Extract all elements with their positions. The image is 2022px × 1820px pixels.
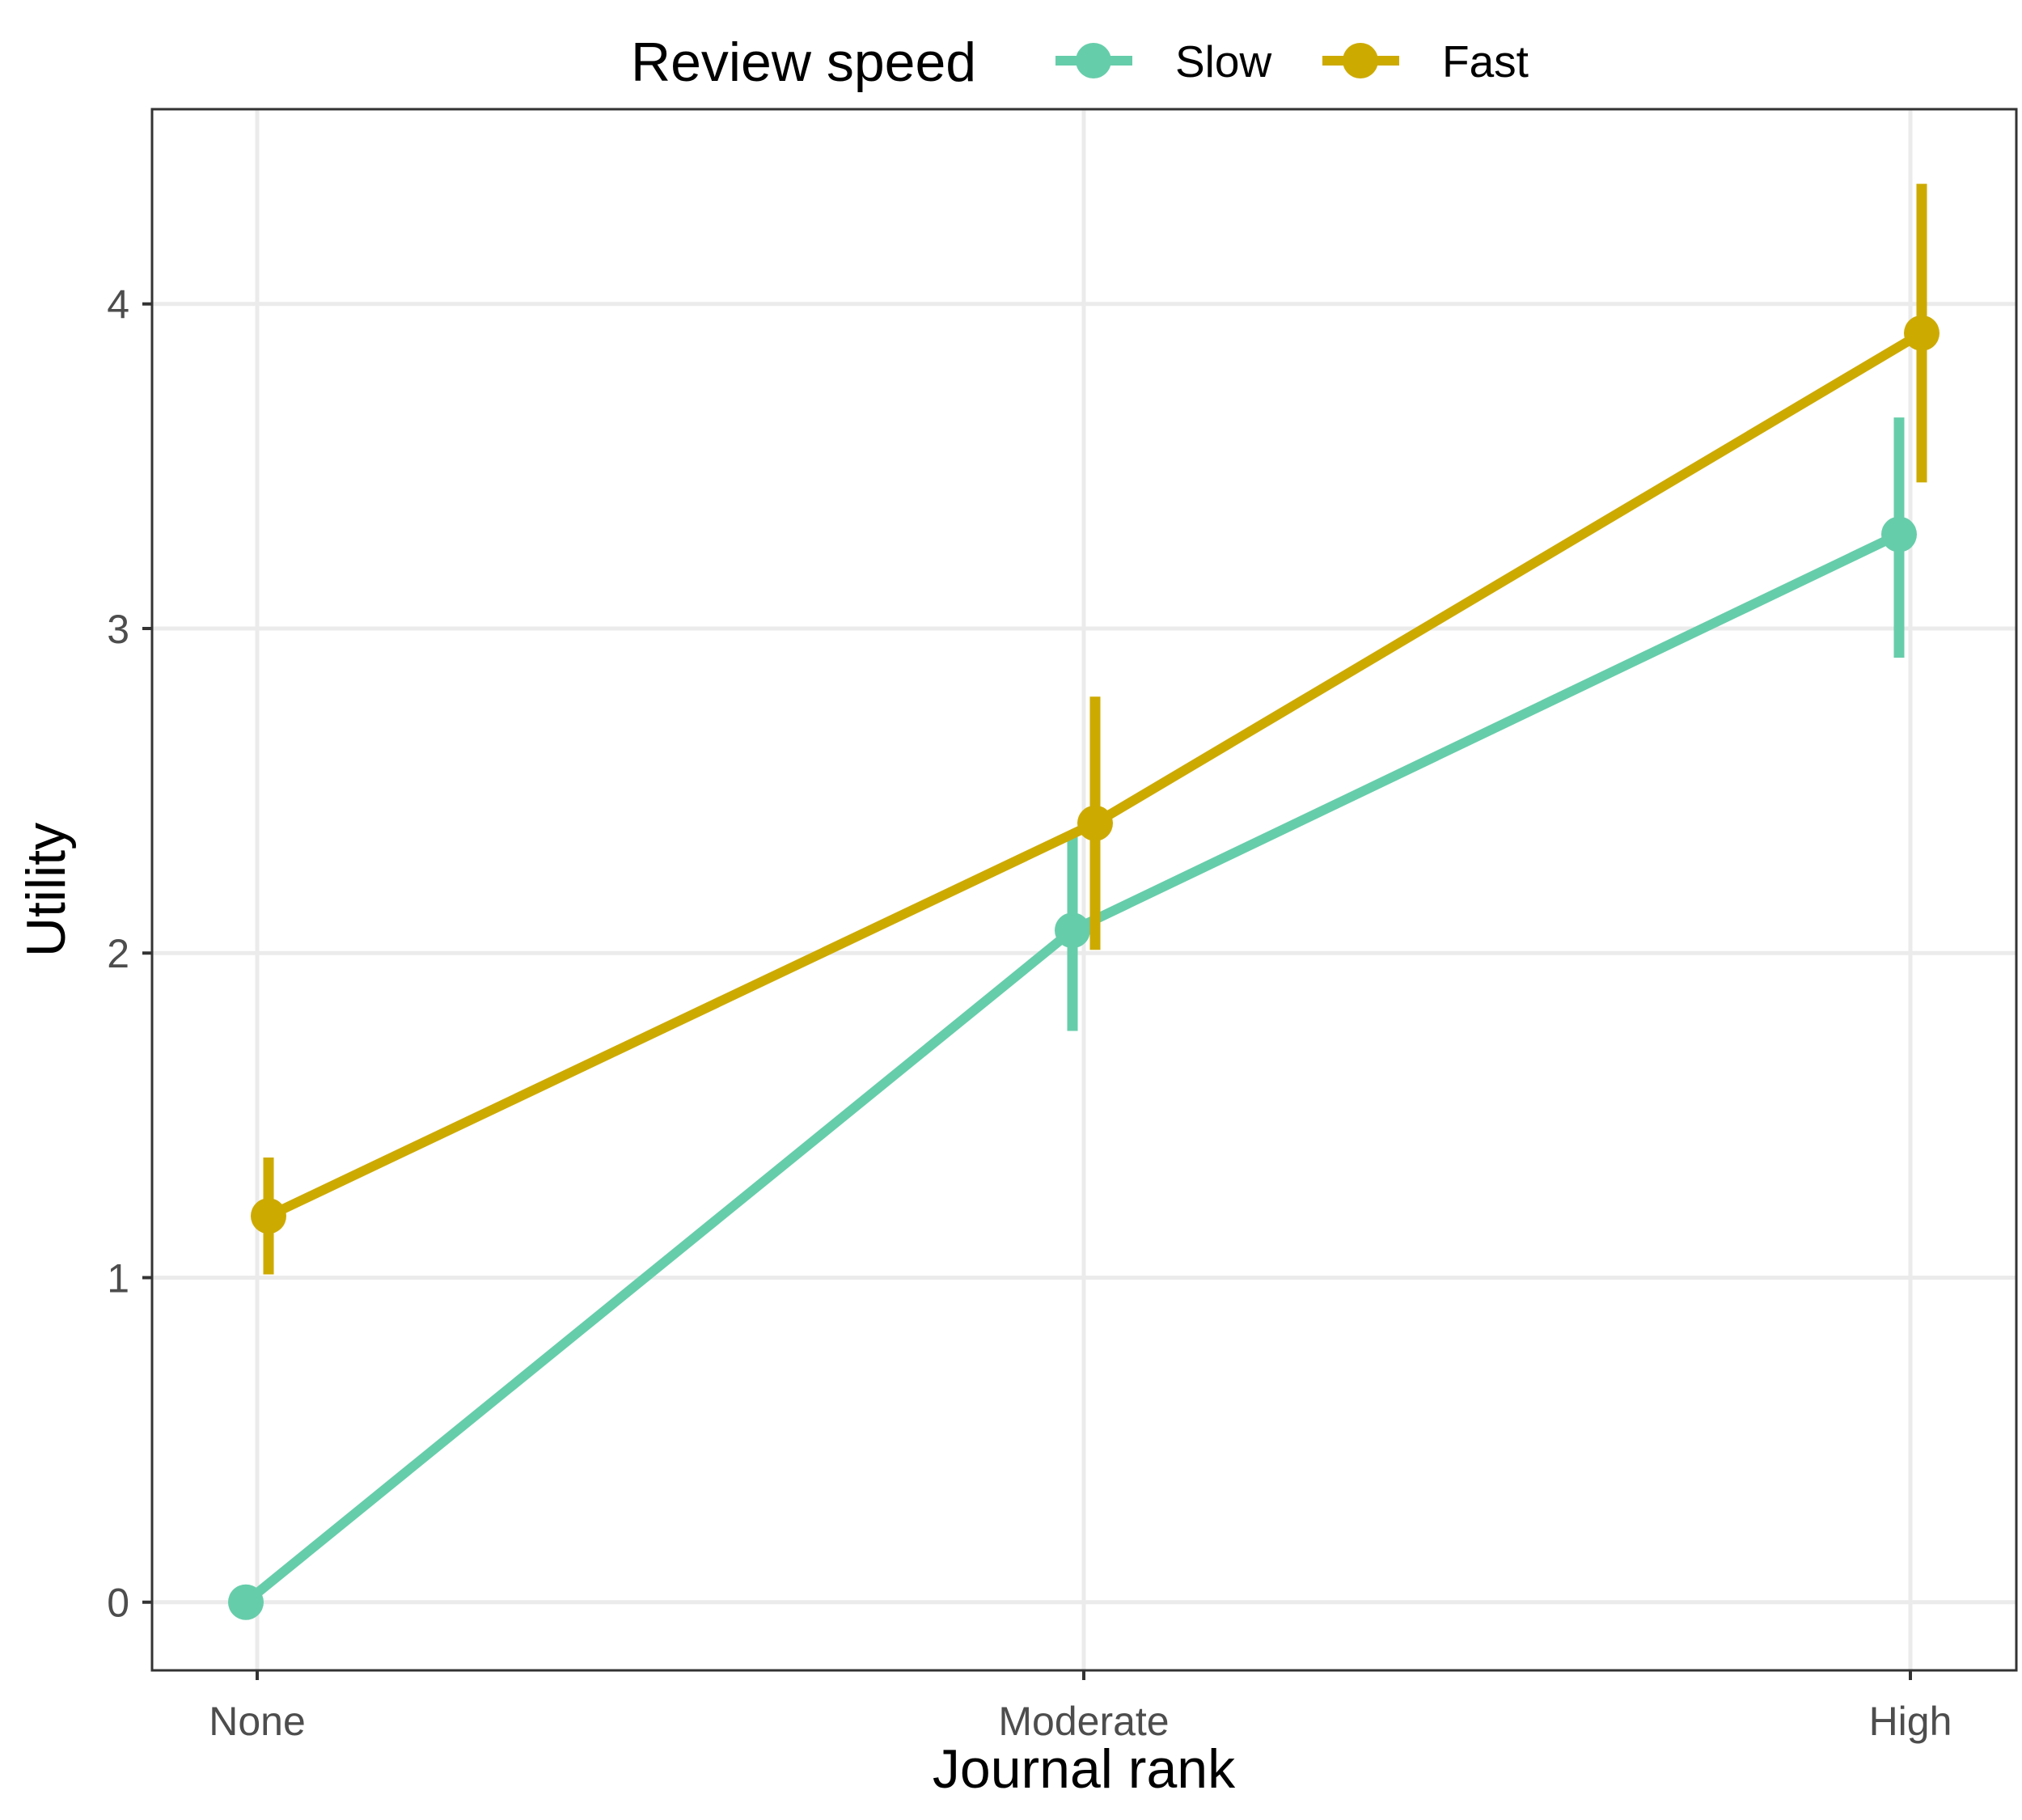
data-point (1055, 912, 1090, 949)
legend-label: Slow (1175, 36, 1271, 87)
y-tick-label: 4 (107, 282, 129, 328)
data-point (251, 1198, 286, 1234)
y-tick-label: 3 (107, 607, 129, 652)
legend-items: Slow Fast (1055, 36, 1529, 87)
x-axis: None Moderate High (209, 1670, 1952, 1744)
x-tick-label: None (209, 1699, 306, 1744)
y-axis-title: Utility (15, 823, 77, 957)
y-tick-label: 1 (107, 1255, 129, 1301)
data-point (1881, 516, 1917, 552)
data-point (228, 1584, 264, 1620)
legend-key-point (1076, 43, 1111, 78)
legend-label: Fast (1442, 36, 1529, 87)
y-axis: 0 1 2 3 4 (107, 282, 152, 1626)
legend: Review speed Slow Fast (631, 32, 1529, 93)
series-slow (228, 417, 1917, 1620)
x-tick-label: Moderate (998, 1699, 1169, 1744)
y-tick-label: 0 (107, 1581, 129, 1626)
x-axis-title: Journal rank (933, 1738, 1236, 1800)
x-tick-label: High (1869, 1699, 1952, 1744)
data-point (1904, 315, 1940, 351)
legend-title: Review speed (631, 32, 976, 93)
data-point (1077, 805, 1113, 841)
series-line (243, 530, 1901, 1606)
series-layer (228, 184, 1940, 1620)
plot-panel (150, 108, 2018, 1672)
legend-key-point (1343, 43, 1378, 78)
series-fast (251, 184, 1940, 1275)
y-tick-label: 2 (107, 931, 129, 976)
gridlines (152, 109, 2016, 1670)
